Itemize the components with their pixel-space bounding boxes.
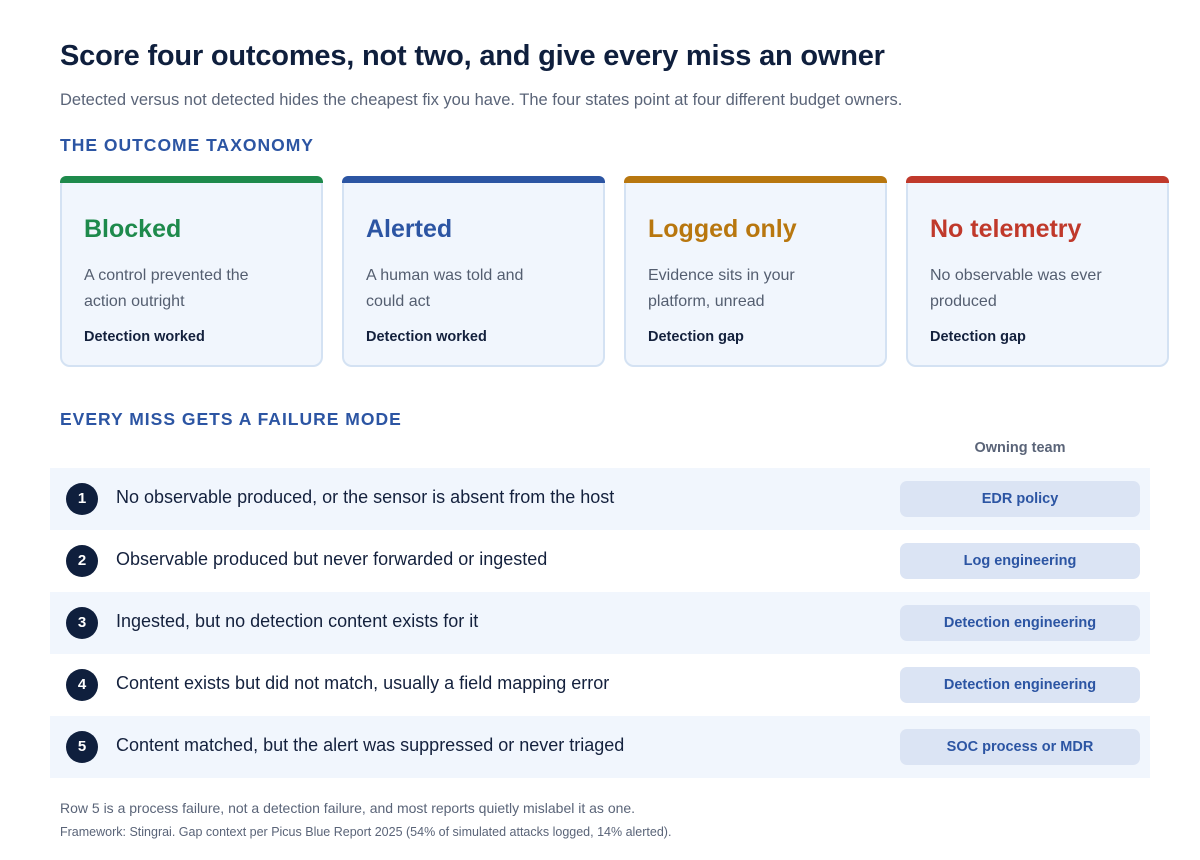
outcome-card-logged-only: Logged only Evidence sits in your platfo… — [624, 176, 887, 367]
failure-mode-table: 1 No observable produced, or the sensor … — [50, 468, 1150, 778]
owner-badge: SOC process or MDR — [900, 729, 1140, 765]
card-title: Logged only — [648, 215, 797, 243]
row-number-badge: 2 — [66, 545, 98, 577]
card-status: Detection gap — [648, 329, 744, 345]
row-number-badge: 4 — [66, 669, 98, 701]
failure-mode-text: Observable produced but never forwarded … — [116, 549, 548, 569]
table-row: 2 Observable produced but never forwarde… — [50, 530, 1150, 592]
row-number-badge: 3 — [66, 607, 98, 639]
row-number-badge: 1 — [66, 483, 98, 515]
card-description: No observable was ever produced — [930, 267, 1102, 310]
page-subtitle: Detected versus not detected hides the c… — [60, 91, 903, 109]
page-title: Score four outcomes, not two, and give e… — [60, 40, 885, 72]
card-accent-bar — [624, 176, 887, 183]
outcome-card-no-telemetry: No telemetry No observable was ever prod… — [906, 176, 1169, 367]
card-title: Blocked — [84, 215, 182, 243]
source-note: Framework: Stingrai. Gap context per Pic… — [60, 825, 672, 839]
owner-badge: Log engineering — [900, 543, 1140, 579]
owning-team-header: Owning team — [974, 440, 1066, 456]
section-heading-failure-modes: EVERY MISS GETS A FAILURE MODE — [60, 409, 402, 429]
card-title: Alerted — [366, 215, 453, 243]
failure-mode-text: Ingested, but no detection content exist… — [116, 611, 479, 631]
card-description: A control prevented the action outright — [84, 267, 249, 310]
card-status: Detection worked — [366, 329, 487, 345]
card-status: Detection gap — [930, 329, 1026, 345]
owner-badge: EDR policy — [900, 481, 1140, 517]
table-row: 3 Ingested, but no detection content exi… — [50, 592, 1150, 654]
card-description: Evidence sits in your platform, unread — [648, 267, 795, 310]
failure-mode-text: Content exists but did not match, usuall… — [116, 673, 610, 693]
card-title: No telemetry — [930, 215, 1082, 243]
table-row: 1 No observable produced, or the sensor … — [50, 468, 1150, 530]
outcome-card-alerted: Alerted A human was told and could act D… — [342, 176, 605, 367]
failure-mode-text: No observable produced, or the sensor is… — [116, 487, 615, 507]
owner-badge: Detection engineering — [900, 667, 1140, 703]
card-accent-bar — [906, 176, 1169, 183]
card-accent-bar — [342, 176, 605, 183]
section-heading-taxonomy: THE OUTCOME TAXONOMY — [60, 135, 314, 155]
footnote: Row 5 is a process failure, not a detect… — [60, 800, 636, 816]
failure-mode-text: Content matched, but the alert was suppr… — [116, 735, 625, 755]
card-description: A human was told and could act — [366, 267, 524, 310]
row-number-badge: 5 — [66, 731, 98, 763]
outcome-card-blocked: Blocked A control prevented the action o… — [60, 176, 323, 367]
table-row: 5 Content matched, but the alert was sup… — [50, 716, 1150, 778]
table-row: 4 Content exists but did not match, usua… — [50, 654, 1150, 716]
card-status: Detection worked — [84, 329, 205, 345]
owner-badge: Detection engineering — [900, 605, 1140, 641]
card-accent-bar — [60, 176, 323, 183]
outcome-cards: Blocked A control prevented the action o… — [60, 176, 1170, 367]
